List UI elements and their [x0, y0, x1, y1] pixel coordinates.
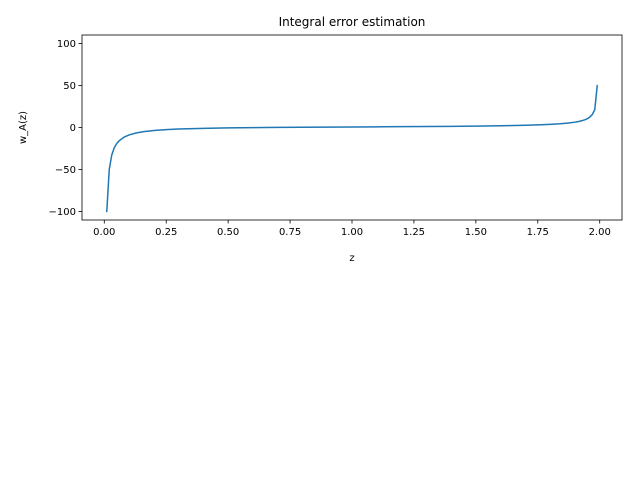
x-tick-label: 0.00 [93, 227, 115, 238]
plot-frame [81, 34, 623, 221]
x-tick-label: 0.75 [279, 227, 301, 238]
y-tick-label: −50 [55, 165, 76, 176]
y-axis-label: w_A(z) [18, 111, 29, 144]
y-tick-label: 50 [63, 81, 76, 92]
y-tick-label: 0 [70, 123, 76, 134]
x-tick-label: 0.25 [155, 227, 177, 238]
y-tick-label: −100 [49, 207, 76, 218]
chart-title: Integral error estimation [279, 15, 426, 29]
ticks-layer: 0.00 0.25 0.50 0.75 1.00 1.25 1.50 1.75 2.00 −100… [49, 39, 611, 238]
x-tick-label: 1.50 [465, 227, 487, 238]
x-tick-label: 2.00 [589, 227, 611, 238]
x-tick-label: 1.75 [527, 227, 549, 238]
series-layer [106, 84, 598, 213]
x-tick-label: 1.25 [403, 227, 425, 238]
y-tick-label: 100 [57, 39, 76, 50]
x-axis-label: z [349, 253, 354, 264]
x-tick-label: 0.50 [217, 227, 239, 238]
plot-area [106, 84, 598, 213]
series-line [106, 84, 598, 213]
x-tick-label: 1.00 [341, 227, 363, 238]
